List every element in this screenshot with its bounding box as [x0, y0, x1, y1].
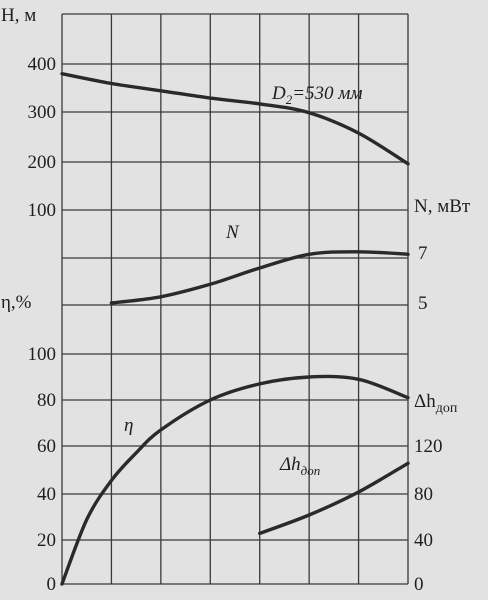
power-axis-label: N, мВт	[414, 196, 471, 217]
grid	[61, 13, 409, 585]
power-curve	[109, 250, 410, 305]
power-tick-label: 7	[418, 243, 428, 264]
power-tick-label: 5	[418, 293, 428, 314]
npsh-series-label: Δhдоп	[279, 454, 320, 478]
efficiency-curve	[60, 374, 410, 586]
power-series-label: N	[225, 222, 240, 243]
efficiency-tick-label: 0	[47, 574, 57, 595]
efficiency-series-label: η	[124, 415, 133, 436]
head-curve	[60, 72, 410, 166]
npsh-tick-label: 0	[414, 574, 424, 595]
labels: H, м η,% N, мВт D2=530 мм N η Δhдоп Δhдо…	[1, 5, 471, 595]
npsh-tick-label: 40	[414, 530, 433, 551]
head-tick-label: 200	[28, 152, 57, 173]
npsh-curve	[258, 461, 410, 536]
efficiency-tick-label: 80	[37, 390, 56, 411]
curves	[60, 72, 410, 586]
npsh-tick-label: 120	[414, 436, 443, 457]
head-axis-label: H, м	[1, 5, 36, 26]
npsh-axis-label: Δhдоп	[414, 391, 458, 416]
diameter-annotation: D2=530 мм	[271, 83, 363, 107]
efficiency-tick-label: 40	[37, 484, 56, 505]
npsh-tick-label: 80	[414, 484, 433, 505]
head-tick-label: 100	[28, 200, 57, 221]
head-tick-label: 400	[28, 54, 57, 75]
efficiency-tick-label: 100	[28, 344, 57, 365]
head-tick-label: 300	[28, 102, 57, 123]
efficiency-tick-label: 20	[37, 530, 56, 551]
efficiency-axis-label: η,%	[1, 292, 32, 313]
efficiency-tick-label: 60	[37, 436, 56, 457]
